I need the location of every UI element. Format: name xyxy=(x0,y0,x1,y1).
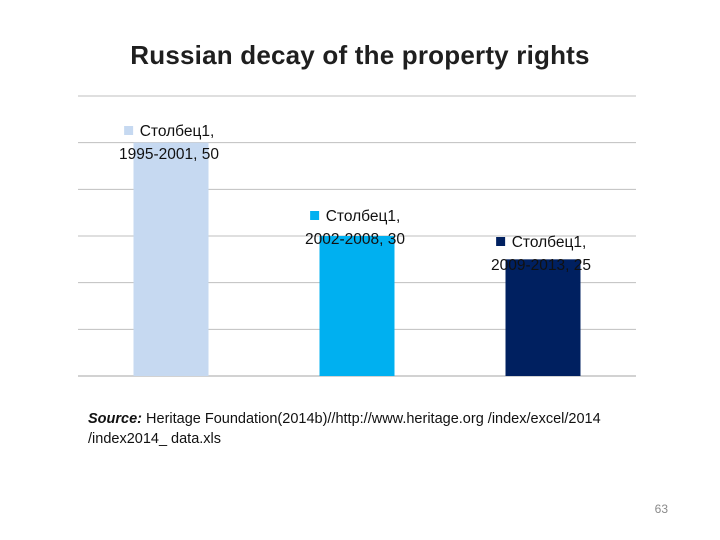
legend-key-icon xyxy=(124,126,134,135)
data-label-line2: 2009-2013, 25 xyxy=(491,257,591,274)
source-note: Source: Heritage Foundation(2014b)//http… xyxy=(88,409,648,449)
data-label-line1: Столбец1, xyxy=(512,234,587,251)
source-text-line1: Heritage Foundation(2014b)//http://www.h… xyxy=(142,411,601,427)
legend-key-icon xyxy=(310,211,320,220)
data-labels: Столбец1, 1995-2001, 50 Столбец1, 2002-2008… xyxy=(119,123,591,274)
data-label-line1: Столбец1, xyxy=(326,208,401,225)
bar-2002-2008 xyxy=(319,236,395,376)
source-label: Source: xyxy=(88,411,142,427)
data-label-line1: Столбец1, xyxy=(140,123,215,140)
bar-2009-2013 xyxy=(505,259,581,376)
source-text-line2: /index2014_ data.xls xyxy=(88,431,222,447)
data-label-line2: 2002-2008, 30 xyxy=(305,231,405,248)
chart-title: Russian decay of the property rights xyxy=(130,40,590,70)
page-number: 63 xyxy=(654,502,668,516)
bars xyxy=(133,142,581,376)
data-label-line2: 1995-2001, 50 xyxy=(119,146,219,163)
legend-key-icon xyxy=(496,237,506,246)
bar-1995-2001 xyxy=(133,142,209,376)
